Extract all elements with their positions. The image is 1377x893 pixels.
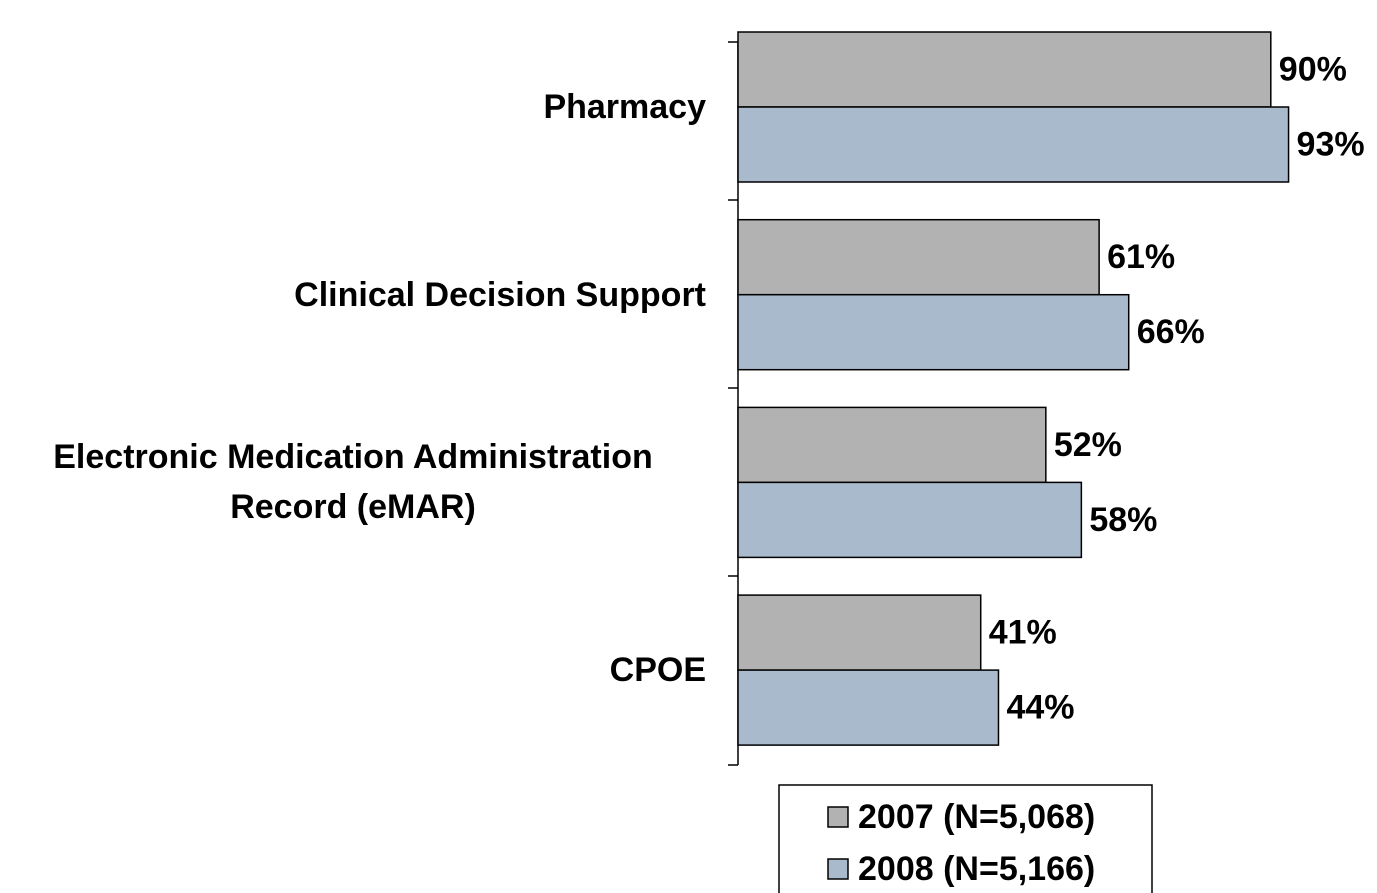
bar [737, 406, 1047, 484]
value-label: 93% [1297, 125, 1365, 163]
legend-label: 2007 (N=5,068) [858, 798, 1095, 836]
legend-swatch [827, 858, 849, 880]
bar [737, 669, 1000, 746]
bar [737, 481, 1083, 559]
value-label: 52% [1054, 426, 1122, 464]
bar [737, 293, 1130, 371]
value-label: 66% [1137, 313, 1205, 351]
value-label: 90% [1279, 50, 1347, 88]
category-label: Pharmacy [543, 88, 706, 126]
legend-swatch [827, 806, 849, 828]
value-label: 41% [989, 614, 1057, 652]
bar [737, 31, 1272, 108]
legend-label: 2008 (N=5,166) [858, 850, 1095, 888]
value-label: 58% [1089, 501, 1157, 539]
category-label: Clinical Decision Support [294, 275, 706, 314]
bar [737, 106, 1290, 183]
bar [737, 218, 1100, 296]
category-label: CPOE [609, 651, 706, 690]
category-label: Electronic Medication Administration Rec… [53, 438, 653, 527]
bar [737, 594, 982, 671]
value-label: 61% [1107, 238, 1175, 276]
value-label: 44% [1006, 689, 1074, 727]
